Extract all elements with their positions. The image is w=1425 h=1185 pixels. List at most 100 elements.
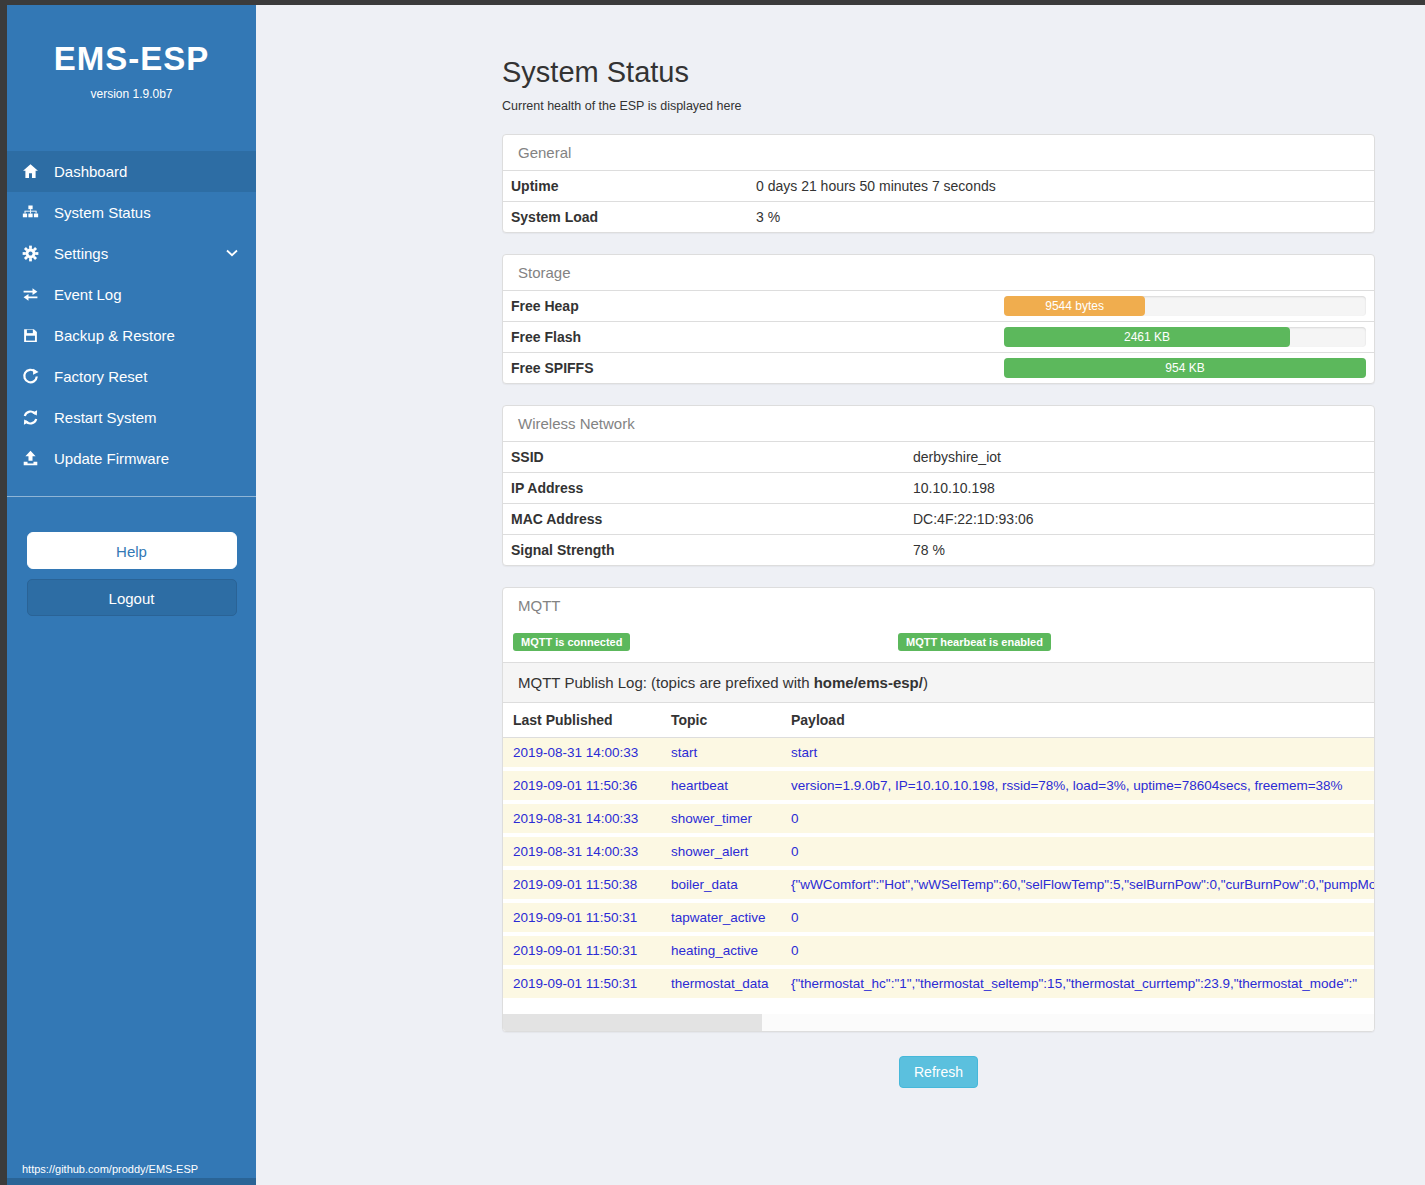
- topic-cell: shower_alert: [671, 844, 791, 859]
- sidebar-item-settings[interactable]: Settings: [7, 233, 256, 274]
- ip-address-label: IP Address: [511, 480, 913, 496]
- uptime-label: Uptime: [511, 178, 756, 194]
- page-title: System Status: [502, 56, 1375, 89]
- sidebar-item-label: Restart System: [54, 409, 157, 426]
- storage-panel-heading: Storage: [503, 255, 1374, 290]
- free-spiffs-progress-bar: 954 KB: [1004, 358, 1366, 378]
- topic-cell: shower_timer: [671, 811, 791, 826]
- rotate-icon: [22, 368, 39, 385]
- payload-cell: {"thermostat_hc":"1","thermostat_seltemp…: [791, 976, 1374, 991]
- refresh-icon: [22, 409, 39, 426]
- published-cell: 2019-08-31 14:00:33: [513, 844, 671, 859]
- exchange-arrows-icon: [22, 286, 39, 303]
- sidebar-item-label: Backup & Restore: [54, 327, 175, 344]
- sidebar-item-event-log[interactable]: Event Log: [7, 274, 256, 315]
- published-cell: 2019-09-01 11:50:38: [513, 877, 671, 892]
- sidebar-item-restart-system[interactable]: Restart System: [7, 397, 256, 438]
- general-panel-heading: General: [503, 135, 1374, 170]
- general-panel: General Uptime 0 days 21 hours 50 minute…: [502, 134, 1375, 233]
- topic-cell: heating_active: [671, 943, 791, 958]
- top-frame-strip: [0, 0, 1425, 5]
- publish-log-suffix: ): [923, 674, 928, 691]
- main-content: System Status Current health of the ESP …: [256, 0, 1425, 1185]
- payload-cell: 0: [791, 811, 1374, 826]
- free-heap-label: Free Heap: [511, 298, 579, 314]
- ssid-value: derbyshire_iot: [913, 449, 1001, 465]
- published-cell: 2019-08-31 14:00:33: [513, 745, 671, 760]
- home-icon: [22, 163, 39, 180]
- free-heap-row: Free Heap 9544 bytes: [503, 290, 1374, 321]
- sidebar-item-label: Event Log: [54, 286, 122, 303]
- bottom-strip: [7, 1178, 256, 1185]
- upload-icon: [22, 450, 39, 467]
- table-row: 2019-09-01 11:50:38 boiler_data {"wWComf…: [503, 870, 1374, 903]
- storage-panel: Storage Free Heap 9544 bytes Free Flash …: [502, 254, 1375, 384]
- mac-address-value: DC:4F:22:1D:93:06: [913, 511, 1034, 527]
- signal-strength-row: Signal Strength 78 %: [503, 534, 1374, 565]
- mqtt-panel: MQTT MQTT is connected MQTT hearbeat is …: [502, 587, 1375, 1032]
- system-load-label: System Load: [511, 209, 756, 225]
- chevron-down-icon: [226, 249, 238, 258]
- ssid-label: SSID: [511, 449, 913, 465]
- ssid-row: SSID derbyshire_iot: [503, 441, 1374, 472]
- published-cell: 2019-08-31 14:00:33: [513, 811, 671, 826]
- mac-address-row: MAC Address DC:4F:22:1D:93:06: [503, 503, 1374, 534]
- published-cell: 2019-09-01 11:50:31: [513, 910, 671, 925]
- sidebar-item-label: Settings: [54, 245, 108, 262]
- table-row: 2019-09-01 11:50:31 heating_active 0: [503, 936, 1374, 969]
- free-spiffs-label: Free SPIFFS: [511, 360, 593, 376]
- sidebar-nav: Dashboard System Status: [7, 151, 256, 479]
- free-flash-row: Free Flash 2461 KB: [503, 321, 1374, 352]
- mqtt-connected-badge: MQTT is connected: [513, 633, 630, 651]
- col-topic: Topic: [671, 712, 791, 728]
- mqtt-publish-log-band: MQTT Publish Log: (topics are prefixed w…: [503, 662, 1374, 703]
- payload-cell: 0: [791, 844, 1374, 859]
- topic-cell: boiler_data: [671, 877, 791, 892]
- publish-log-topic-prefix: home/ems-esp/: [814, 674, 923, 691]
- payload-cell: 0: [791, 943, 1374, 958]
- left-frame-strip: [0, 0, 7, 1185]
- logout-button[interactable]: Logout: [27, 579, 237, 616]
- free-flash-progress-track: 2461 KB: [1004, 327, 1366, 347]
- floppy-disk-icon: [22, 327, 39, 344]
- table-row: 2019-09-01 11:50:31 thermostat_data {"th…: [503, 969, 1374, 1002]
- uptime-row: Uptime 0 days 21 hours 50 minutes 7 seco…: [503, 170, 1374, 201]
- sidebar-item-backup-restore[interactable]: Backup & Restore: [7, 315, 256, 356]
- topic-cell: start: [671, 745, 791, 760]
- col-payload: Payload: [791, 712, 1374, 728]
- sidebar-item-update-firmware[interactable]: Update Firmware: [7, 438, 256, 479]
- sidebar-item-factory-reset[interactable]: Factory Reset: [7, 356, 256, 397]
- help-button[interactable]: Help: [27, 532, 237, 569]
- horizontal-scrollbar: [503, 1014, 1374, 1031]
- sidebar-item-label: Dashboard: [54, 163, 127, 180]
- uptime-value: 0 days 21 hours 50 minutes 7 seconds: [756, 178, 996, 194]
- footer-url[interactable]: https://github.com/proddy/EMS-ESP: [22, 1163, 198, 1175]
- free-spiffs-progress-track: 954 KB: [1004, 358, 1366, 378]
- sidebar-divider: [7, 496, 256, 497]
- free-heap-progress-bar: 9544 bytes: [1004, 296, 1145, 316]
- system-load-row: System Load 3 %: [503, 201, 1374, 232]
- payload-cell: version=1.9.0b7, IP=10.10.10.198, rssid=…: [791, 778, 1374, 793]
- signal-strength-label: Signal Strength: [511, 542, 913, 558]
- col-last-published: Last Published: [513, 712, 671, 728]
- refresh-button[interactable]: Refresh: [899, 1056, 978, 1088]
- topic-cell: tapwater_active: [671, 910, 791, 925]
- scrollbar-thumb[interactable]: [503, 1014, 762, 1031]
- sidebar-item-system-status[interactable]: System Status: [7, 192, 256, 233]
- published-cell: 2019-09-01 11:50:31: [513, 943, 671, 958]
- free-flash-label: Free Flash: [511, 329, 581, 345]
- topic-cell: thermostat_data: [671, 976, 791, 991]
- sidebar-item-label: Update Firmware: [54, 450, 169, 467]
- sidebar-item-dashboard[interactable]: Dashboard: [7, 151, 256, 192]
- app-title: EMS-ESP: [7, 40, 256, 78]
- free-spiffs-row: Free SPIFFS 954 KB: [503, 352, 1374, 383]
- free-heap-progress-track: 9544 bytes: [1004, 296, 1366, 316]
- published-cell: 2019-09-01 11:50:36: [513, 778, 671, 793]
- ip-address-value: 10.10.10.198: [913, 480, 995, 496]
- wireless-panel: Wireless Network SSID derbyshire_iot IP …: [502, 405, 1375, 566]
- table-row: 2019-09-01 11:50:31 tapwater_active 0: [503, 903, 1374, 936]
- mqtt-badges-row: MQTT is connected MQTT hearbeat is enabl…: [503, 623, 1374, 662]
- table-row: 2019-08-31 14:00:33 shower_timer 0: [503, 804, 1374, 837]
- mqtt-log-header: Last Published Topic Payload: [503, 703, 1374, 738]
- page-subtitle: Current health of the ESP is displayed h…: [502, 99, 1375, 113]
